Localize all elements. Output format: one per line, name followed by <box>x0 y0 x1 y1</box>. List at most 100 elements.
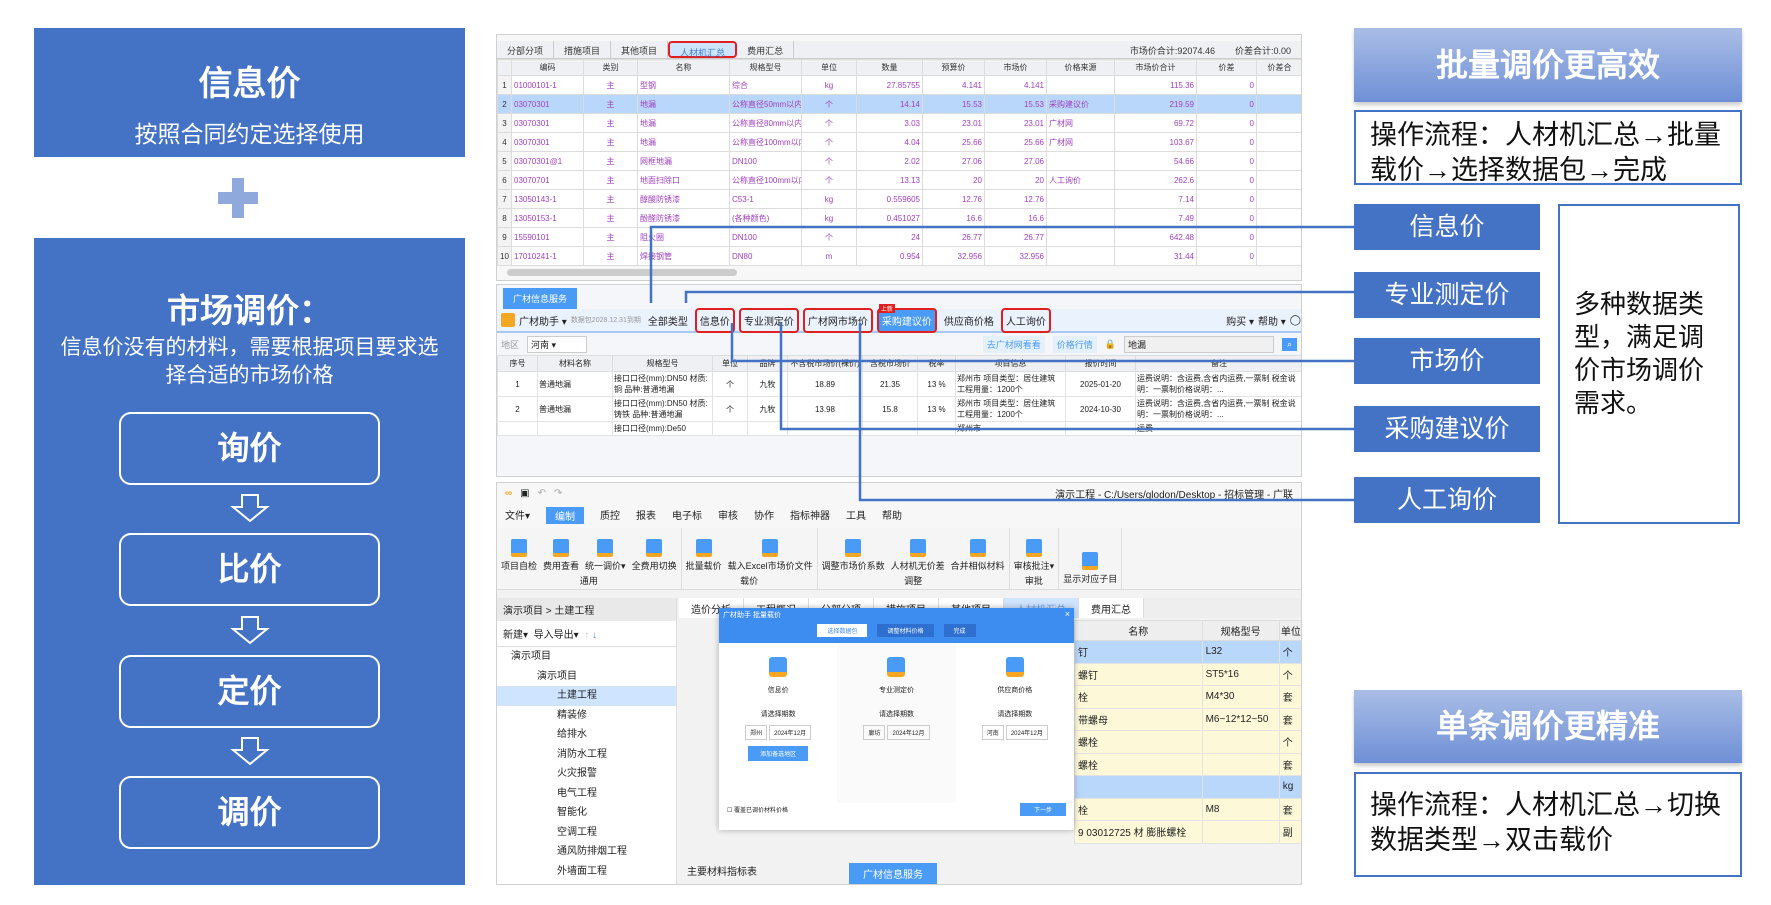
menu-item[interactable]: 工具 <box>846 511 867 522</box>
column-header[interactable]: 编码 <box>511 59 584 76</box>
tree-extra-item[interactable]: 主要材料指标表 <box>687 867 757 878</box>
tree-item[interactable]: 智能化 <box>557 807 587 818</box>
column-header[interactable]: 规格型号 <box>612 355 713 372</box>
search-icon[interactable]: ⌕ <box>1281 337 1297 351</box>
table-row[interactable]: 1 01000101-1 主型钢 综合 kg 27.85755 4.141 4.141 115.… <box>497 75 1301 95</box>
column-header[interactable]: 规格型号 <box>729 59 802 76</box>
tree-item[interactable]: 给排水 <box>557 729 587 740</box>
table-row[interactable]: 7 13050143-1 主醇酸防锈漆 C53-1 kg 0.559605 12.76 12.… <box>497 189 1301 209</box>
tree-item[interactable]: 火灾报警 <box>557 768 597 779</box>
price-type-tab[interactable]: 信息价 <box>694 307 735 333</box>
ribbon-button[interactable]: 显示对应子目 <box>1063 552 1117 585</box>
column-header[interactable] <box>497 59 512 76</box>
table-row[interactable]: 8 13050153-1 主酚醛防锈漆 (各种颜色) kg 0.451027 16.6 16.… <box>497 208 1301 228</box>
menu-item[interactable]: 电子标 <box>672 511 703 522</box>
table-row[interactable]: 10 17010241-1 主焊接钢管 DN80 m 0.954 32.956 32.956 3… <box>497 246 1301 266</box>
lock-icon[interactable]: 🔒 <box>1104 338 1116 349</box>
column-header[interactable]: 税率 <box>917 355 956 372</box>
column-header[interactable]: 预算价 <box>922 59 985 76</box>
ribbon-button[interactable]: 人材机无价差 <box>891 539 945 572</box>
column-header[interactable]: 类别 <box>583 59 638 76</box>
close-icon[interactable]: × <box>1064 609 1070 619</box>
tree-item[interactable]: 电气工程 <box>557 787 597 799</box>
tree-item[interactable]: 通风防排烟工程 <box>557 846 627 857</box>
column-header[interactable]: 含税市场价 <box>862 355 918 372</box>
tree-item[interactable]: 空调工程 <box>557 826 597 838</box>
price-trend-link[interactable]: 价格行情 <box>1052 335 1097 353</box>
price-type-tab[interactable]: 供应商价格 <box>941 310 997 331</box>
table-row[interactable]: 螺栓 套 <box>1074 752 1301 776</box>
add-region-button[interactable]: 添加备选地区 <box>748 746 809 761</box>
data-package-card[interactable]: 专业测定价 请选择期数 廊坊 2024年12月 <box>837 643 956 803</box>
period-select[interactable]: 2024年12月 <box>1005 725 1048 740</box>
menu-item[interactable]: 报表 <box>636 511 657 522</box>
menu-item[interactable]: 文件▾ <box>505 511 531 522</box>
ribbon-button[interactable]: 费用查看 <box>543 539 579 572</box>
tree-item[interactable]: 精装修 <box>557 709 587 721</box>
column-header[interactable]: 单位 <box>712 355 748 372</box>
gc-service-bottom-tab[interactable]: 广材信息服务 <box>849 863 937 884</box>
menu-item[interactable]: 质控 <box>600 511 621 522</box>
sheet-tab[interactable]: 费用汇总 <box>737 41 795 58</box>
column-header[interactable]: 数量 <box>856 59 923 76</box>
price-type-tab[interactable]: 广材网市场价 <box>802 307 873 333</box>
ribbon-button[interactable]: 项目自检 <box>501 539 537 572</box>
move-down-icon[interactable]: ↓ <box>591 630 597 641</box>
column-header[interactable]: 材料名称 <box>537 355 613 372</box>
tree-item[interactable]: 外墙面工程 <box>557 865 607 877</box>
save-icon[interactable]: ▣ <box>520 487 530 499</box>
column-header[interactable]: 价格来源 <box>1046 59 1115 76</box>
table-row[interactable]: 钉 L32 个 <box>1074 640 1301 664</box>
table-row[interactable]: kg <box>1074 775 1301 799</box>
table-row[interactable]: 6 03070701 主地面扫除口 公称直径100mm以内个 13.13 20 20 人工询价… <box>497 170 1301 190</box>
gc-service-tab[interactable]: 广材信息服务 <box>503 288 578 309</box>
package-name[interactable]: 供应商价格 <box>997 687 1033 694</box>
data-package-card[interactable]: 供应商价格 请选择期数 河南 2024年12月 <box>956 643 1074 803</box>
search-input[interactable]: 地漏 <box>1123 335 1274 353</box>
ribbon-button[interactable]: 载入Excel市场价文件 <box>728 539 813 572</box>
column-header[interactable]: 名称 <box>1074 620 1203 641</box>
price-type-tab[interactable]: 专业测定价 <box>738 307 799 333</box>
period-select[interactable]: 2024年12月 <box>769 725 812 740</box>
table-row[interactable]: 2 普通地漏 接口口径(mm):DN50 材质:铸铁 品种:普通地漏个九牧 13.98… <box>497 396 1301 422</box>
table-row[interactable]: 5 03070301@1 主网框地漏 DN100 个 2.02 27.06 27.06 54.6… <box>497 151 1301 171</box>
price-type-tab[interactable]: 全部类型 <box>645 310 691 331</box>
menu-item[interactable]: 帮助 <box>882 511 903 522</box>
ribbon-button[interactable]: 审核批注▾ <box>1014 539 1054 572</box>
assistant-dropdown[interactable]: 广材助手 ▾ <box>519 316 567 328</box>
redo-icon[interactable]: ↷ <box>553 487 563 499</box>
sheet-tab[interactable]: 措施项目 <box>554 41 612 58</box>
column-header[interactable]: 项目信息 <box>955 355 1066 372</box>
package-name[interactable]: 专业测定价 <box>878 687 914 694</box>
column-header[interactable]: 市场价合计 <box>1114 59 1197 76</box>
column-header[interactable]: 序号 <box>497 355 538 372</box>
move-up-icon[interactable]: ↑ <box>584 630 590 641</box>
tree-item[interactable]: 消防水工程 <box>557 748 607 760</box>
period-select[interactable]: 2024年12月 <box>887 725 930 740</box>
buy-menu[interactable]: 购买 ▾ <box>1226 316 1254 328</box>
table-row[interactable]: 接口口径(mm):De50 郑州市 运费 <box>497 421 1301 436</box>
column-header[interactable]: 备注 <box>1135 355 1301 372</box>
region-select[interactable]: 河南 ▾ <box>527 335 588 353</box>
project-tab[interactable]: 费用汇总 <box>1079 598 1144 618</box>
column-header[interactable]: 价差 <box>1196 59 1257 76</box>
avatar-icon[interactable]: ◯ <box>1289 314 1301 326</box>
ribbon-button[interactable]: 调整市场价系数 <box>822 539 885 572</box>
table-row[interactable]: 1 普通地漏 接口口径(mm):DN50 材质:铜 品种:普通地漏个九牧 18.89 2… <box>497 371 1301 397</box>
table-row[interactable]: 螺栓 个 <box>1074 730 1301 754</box>
table-row[interactable]: 螺钉 ST5*16 个 <box>1074 662 1301 686</box>
table-row[interactable]: 4 03070301 主地漏 公称直径100mm以内个 4.04 25.66 25.66 广材… <box>497 132 1301 152</box>
table-row[interactable]: 带螺母 M6~12*12~50 套 <box>1074 707 1301 731</box>
table-row[interactable]: 2 03070301 主地漏 公称直径50mm以内个 14.14 15.53 15.53 采购… <box>497 94 1301 114</box>
tree-item[interactable]: 演示项目 <box>511 651 551 662</box>
import-export-button[interactable]: 导入导出▾ <box>533 630 579 641</box>
sheet-tab[interactable]: 其他项目 <box>611 41 669 58</box>
column-header[interactable]: 价差合 <box>1256 59 1301 76</box>
menu-item[interactable]: 协作 <box>754 511 775 522</box>
ribbon-button[interactable]: 合并相似材料 <box>951 539 1005 572</box>
region-select[interactable]: 河南 <box>981 725 1004 740</box>
table-row[interactable]: 栓 M4*30 套 <box>1074 685 1301 709</box>
new-button[interactable]: 新建▾ <box>503 630 529 641</box>
overwrite-checkbox[interactable]: ☐ 覆盖已调价材料价格 <box>727 808 789 814</box>
sheet-tab[interactable]: 分部分项 <box>497 41 555 58</box>
